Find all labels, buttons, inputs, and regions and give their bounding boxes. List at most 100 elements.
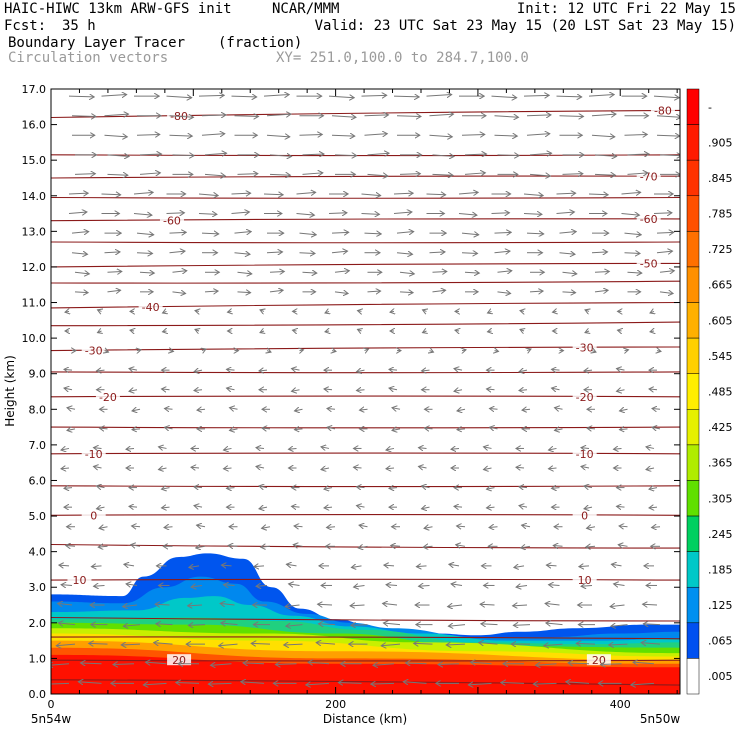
y-tick-label: 11.0 bbox=[22, 297, 47, 310]
theta-contour bbox=[51, 679, 680, 686]
x-tick-label: 0 bbox=[48, 698, 55, 711]
circulation-vector bbox=[423, 310, 427, 312]
circulation-vector bbox=[327, 427, 336, 429]
circulation-vector bbox=[295, 429, 303, 430]
colorbar-swatch bbox=[686, 88, 700, 125]
circulation-vector bbox=[163, 311, 167, 313]
circulation-vector bbox=[234, 116, 259, 117]
circulation-vector bbox=[136, 233, 154, 235]
y-tick-label: 12.0 bbox=[22, 261, 47, 274]
circulation-vector bbox=[581, 585, 593, 586]
circulation-vector bbox=[126, 584, 138, 586]
y-tick-label: 4.0 bbox=[29, 546, 47, 559]
circulation-vector bbox=[587, 428, 596, 429]
circulation-vector bbox=[523, 95, 549, 96]
contour-label: -20 bbox=[99, 391, 117, 404]
circulation-vector bbox=[479, 643, 498, 645]
y-tick-label: 7.0 bbox=[29, 439, 47, 452]
contour-label: -10 bbox=[85, 448, 103, 461]
circulation-vector bbox=[399, 174, 420, 175]
x-end-location: 5n50w bbox=[640, 712, 681, 726]
circulation-vector bbox=[579, 566, 590, 567]
circulation-vector bbox=[351, 566, 362, 568]
colorbar-label: .605 bbox=[708, 314, 733, 327]
circulation-vector bbox=[261, 546, 271, 547]
y-tick-label: 14.0 bbox=[22, 190, 47, 203]
circulation-vector bbox=[438, 664, 460, 665]
circulation-vector bbox=[494, 232, 512, 233]
y-tick-label: 0.0 bbox=[29, 688, 47, 701]
circulation-vector bbox=[393, 96, 419, 97]
circulation-vector bbox=[201, 233, 219, 234]
vector-label: Circulation vectors bbox=[8, 50, 169, 66]
circulation-vector bbox=[267, 351, 271, 353]
circulation-vector bbox=[552, 388, 560, 390]
contour-label-bg bbox=[572, 574, 597, 586]
circulation-vector bbox=[159, 447, 167, 449]
circulation-vector bbox=[64, 369, 73, 370]
tracer-shading bbox=[51, 553, 680, 694]
circulation-vector bbox=[591, 114, 616, 116]
circulation-vector bbox=[562, 272, 577, 274]
colorbar-label: .665 bbox=[708, 279, 733, 292]
circulation-vector bbox=[457, 526, 466, 527]
circulation-vector bbox=[549, 448, 557, 450]
circulation-vector bbox=[399, 272, 414, 274]
circulation-vector bbox=[204, 153, 227, 155]
circulation-vector bbox=[659, 292, 673, 294]
circulation-vector bbox=[650, 311, 654, 313]
contour-label-bg bbox=[636, 212, 661, 224]
circulation-vector bbox=[588, 95, 614, 97]
circulation-vector bbox=[194, 487, 203, 488]
circulation-vector bbox=[169, 116, 194, 118]
circulation-vector bbox=[64, 388, 73, 390]
circulation-vector bbox=[260, 331, 264, 333]
circulation-vector bbox=[334, 155, 357, 156]
circulation-vector bbox=[316, 643, 336, 645]
circulation-vector bbox=[237, 272, 252, 274]
circulation-vector bbox=[286, 564, 297, 566]
circulation-vector bbox=[71, 253, 88, 255]
circulation-vector bbox=[71, 116, 96, 117]
circulation-vector bbox=[553, 311, 557, 312]
circulation-vector bbox=[302, 154, 325, 155]
circulation-vector bbox=[592, 351, 596, 353]
circulation-vector bbox=[454, 390, 463, 392]
contour-label: 20 bbox=[172, 654, 186, 667]
colorbar-swatch bbox=[686, 231, 700, 268]
circulation-vector bbox=[490, 408, 498, 409]
circulation-vector bbox=[68, 212, 87, 214]
circulation-vector bbox=[231, 96, 257, 97]
circulation-vector bbox=[424, 527, 433, 529]
circulation-vector bbox=[392, 429, 401, 431]
circulation-vector bbox=[129, 506, 138, 507]
contour-label-bg bbox=[159, 214, 184, 226]
circulation-vector bbox=[545, 603, 560, 605]
circulation-vector bbox=[576, 643, 596, 644]
contour-label-bg bbox=[81, 447, 106, 459]
circulation-vector bbox=[625, 350, 629, 351]
contour-label-bg bbox=[586, 654, 611, 666]
circulation-vector bbox=[105, 351, 109, 353]
circulation-vector bbox=[306, 683, 330, 685]
y-tick-label: 1.0 bbox=[29, 652, 47, 665]
circulation-vector bbox=[383, 623, 401, 625]
circulation-vector bbox=[169, 135, 193, 136]
circulation-vector bbox=[619, 526, 628, 527]
colorbar-label: .065 bbox=[708, 635, 733, 648]
colorbar-swatch bbox=[686, 373, 700, 410]
circulation-vector bbox=[325, 331, 329, 332]
circulation-vector bbox=[107, 290, 121, 292]
circulation-vector bbox=[354, 585, 365, 587]
circulation-vector bbox=[97, 486, 105, 488]
circulation-vector bbox=[113, 664, 135, 665]
circulation-vector bbox=[269, 155, 292, 157]
circulation-vector bbox=[516, 585, 528, 587]
circulation-vector bbox=[403, 682, 427, 684]
circulation-vector bbox=[299, 134, 323, 135]
colorbar-label: .485 bbox=[708, 386, 733, 399]
circulation-vector bbox=[399, 292, 413, 293]
colorbar-label: .125 bbox=[708, 599, 733, 612]
circulation-vector bbox=[130, 330, 134, 331]
circulation-vector bbox=[318, 604, 333, 605]
